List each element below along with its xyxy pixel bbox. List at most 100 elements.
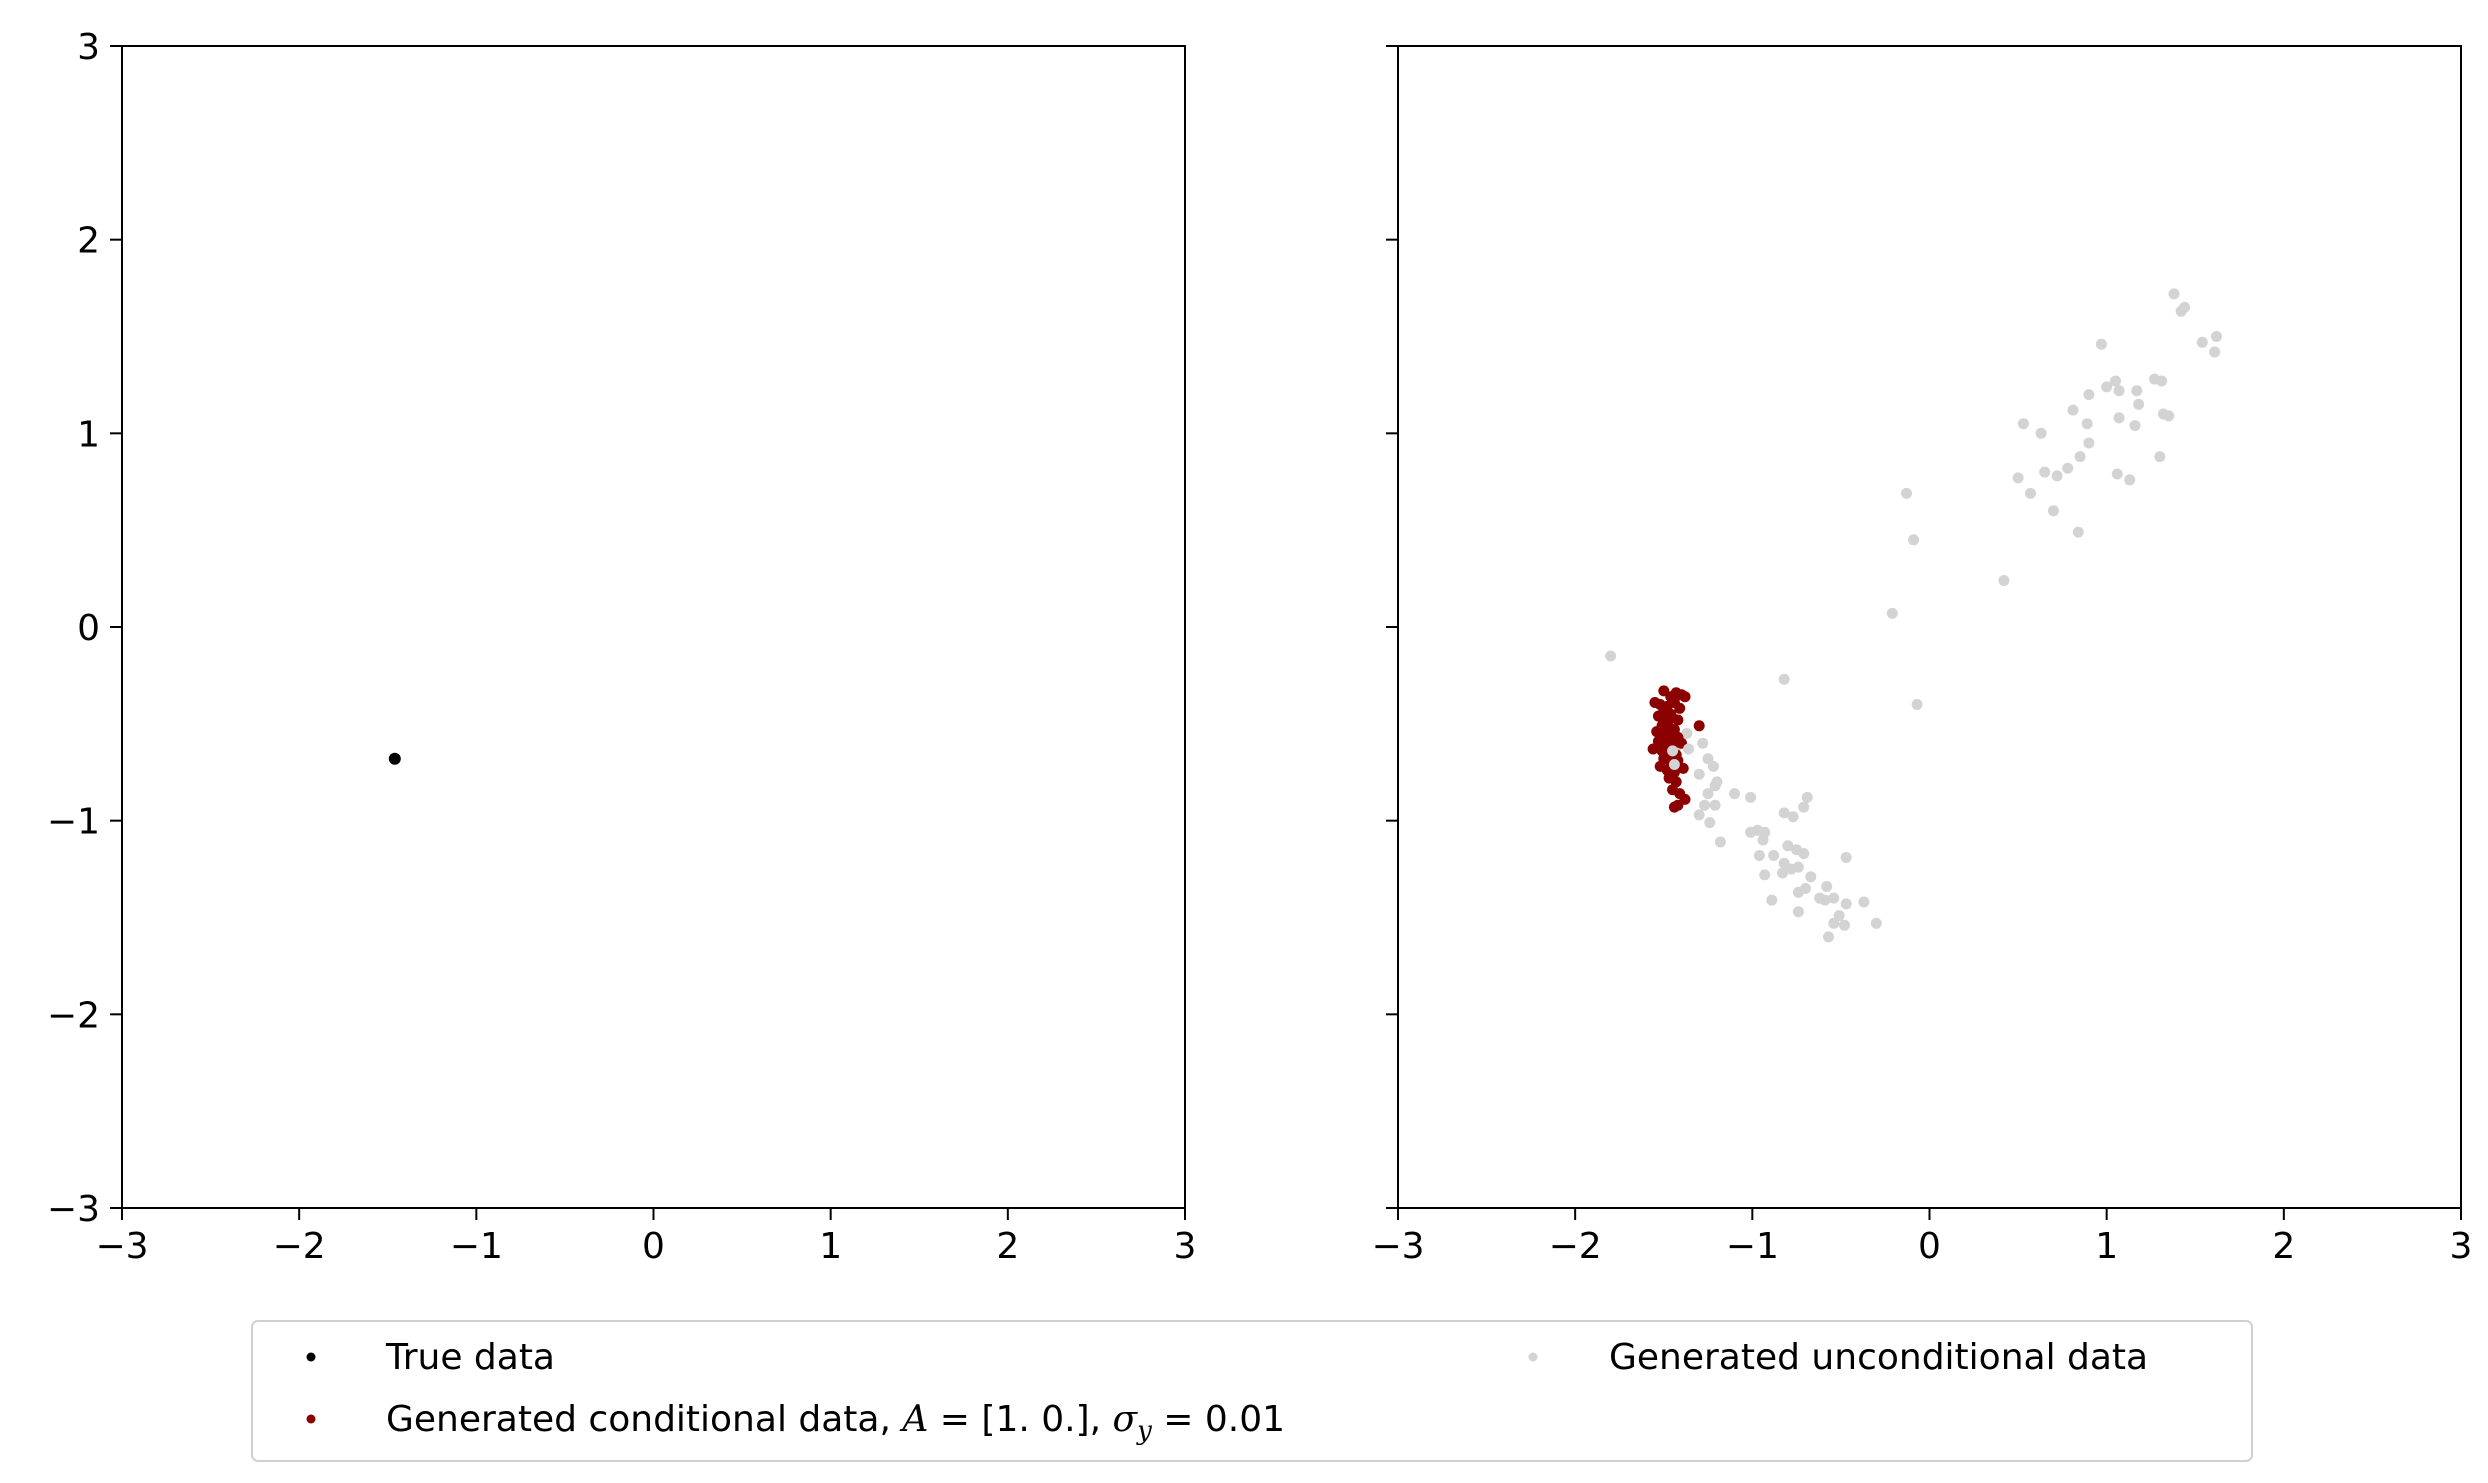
y-tick-label-left-0: −3 <box>47 1189 100 1230</box>
data-point-right-s0-34 <box>2072 526 2084 538</box>
data-point-right-s0-5 <box>2209 346 2221 358</box>
right-x-ticks: −3 −2 −1 0 1 2 3 <box>1371 1208 2472 1267</box>
data-point-right-s0-26 <box>2062 462 2074 474</box>
x-tick-label-left-6: 3 <box>1174 1226 1197 1267</box>
data-point-right-s0-91 <box>1870 917 1882 929</box>
x-tick-label-left-1: −2 <box>273 1226 326 1267</box>
data-point-right-s0-40 <box>1778 673 1790 685</box>
data-point-right-s0-77 <box>1759 869 1771 881</box>
left-data-points <box>388 752 401 765</box>
data-point-right-s0-65 <box>1757 834 1769 846</box>
x-tick-label-left-5: 2 <box>996 1226 1019 1267</box>
data-point-right-s0-74 <box>1777 867 1788 879</box>
data-point-right-s0-76 <box>1805 871 1817 883</box>
data-point-right-s0-27 <box>2039 466 2051 478</box>
legend-label-unconditional: Generated unconditional data <box>1609 1337 2148 1378</box>
y-tick-label-left-6: 3 <box>77 27 100 68</box>
data-point-right-s0-62 <box>1745 826 1757 838</box>
data-point-right-s0-18 <box>2113 412 2125 424</box>
left-y-ticks: −3 −2 −1 0 1 2 3 <box>47 27 122 1230</box>
data-point-right-s0-83 <box>1819 894 1831 906</box>
data-point-right-s0-13 <box>2083 389 2095 401</box>
y-tick-label-left-3: 0 <box>77 608 100 649</box>
x-tick-label-left-2: −1 <box>450 1226 503 1267</box>
data-point-right-s0-30 <box>2124 474 2136 486</box>
data-point-right-s0-46 <box>1707 760 1719 772</box>
y-tick-label-left-4: 1 <box>77 414 100 455</box>
data-point-right-s0-21 <box>2035 427 2047 439</box>
data-point-right-s0-80 <box>1792 886 1804 898</box>
data-point-right-s0-88 <box>1833 910 1845 922</box>
data-point-right-s0-20 <box>2017 418 2029 430</box>
data-point-right-s0-11 <box>2113 385 2125 397</box>
data-point-right-s0-89 <box>1828 917 1840 929</box>
data-point-right-s1-4 <box>1679 691 1691 703</box>
data-point-right-s0-86 <box>1766 894 1778 906</box>
x-tick-label-left-4: 1 <box>819 1226 842 1267</box>
data-point-right-s0-66 <box>1782 840 1794 852</box>
right-axes-frame <box>1397 45 2462 1209</box>
data-point-right-s0-75 <box>1792 861 1804 873</box>
data-point-right-s0-55 <box>1801 791 1813 803</box>
data-point-right-s0-28 <box>2012 472 2024 484</box>
right-data-points <box>1605 288 2222 943</box>
data-point-right-s2-2 <box>1668 759 1680 770</box>
data-point-right-s0-6 <box>2095 338 2107 350</box>
data-point-right-s0-12 <box>2131 385 2143 397</box>
data-point-right-s0-39 <box>1605 650 1617 662</box>
data-point-right-s1-28 <box>1647 743 1659 755</box>
data-point-right-s0-8 <box>2156 375 2168 387</box>
legend-marker-true <box>306 1352 316 1362</box>
data-point-right-s0-43 <box>1697 737 1709 749</box>
data-point-right-s0-92 <box>1823 931 1834 943</box>
legend-marker-unconditional <box>1528 1352 1538 1362</box>
x-tick-label-right-2: −1 <box>1726 1226 1779 1267</box>
data-point-right-s0-90 <box>1839 919 1850 931</box>
data-point-right-s0-4 <box>2211 331 2222 342</box>
data-point-right-s0-45 <box>1702 753 1714 765</box>
legend-cond-eq-sigma: = 0.01 <box>1152 1399 1285 1440</box>
x-tick-label-left-3: 0 <box>642 1226 665 1267</box>
data-point-right-s0-60 <box>1787 811 1799 823</box>
legend-label-true: True data <box>385 1337 555 1378</box>
y-tick-label-left-5: 2 <box>77 221 100 262</box>
data-point-right-s0-38 <box>1886 607 1898 619</box>
data-point-right-s0-19 <box>2129 420 2141 432</box>
x-tick-label-right-3: 0 <box>1918 1226 1941 1267</box>
data-point-right-s2-1 <box>1683 743 1695 755</box>
data-point-right-s1-38 <box>1677 762 1689 774</box>
data-point-right-s0-29 <box>2111 468 2123 480</box>
data-point-right-s1-15 <box>1672 714 1684 726</box>
x-tick-label-right-1: −2 <box>1549 1226 1602 1267</box>
left-scatter-panel: −3 −2 −1 0 1 2 3 −3 −2 −1 0 1 2 3 <box>47 27 1197 1267</box>
legend-box <box>251 1320 2253 1462</box>
left-x-ticks: −3 −2 −1 0 1 2 3 <box>95 1208 1196 1267</box>
data-point-right-s2-0 <box>1667 745 1679 757</box>
data-point-right-s0-23 <box>2083 437 2095 449</box>
left-axes-frame <box>121 45 1186 1209</box>
data-point-right-s0-32 <box>2025 487 2036 499</box>
right-scatter-panel: −3 −2 −1 0 1 2 3 <box>1371 45 2472 1267</box>
data-point-right-s0-56 <box>1798 801 1810 813</box>
data-point-right-s0-42 <box>1681 728 1693 739</box>
data-point-right-s0-51 <box>1729 788 1741 800</box>
x-tick-label-right-6: 3 <box>2450 1226 2473 1267</box>
data-point-right-s0-58 <box>1704 817 1716 829</box>
x-tick-label-right-4: 1 <box>2095 1226 2118 1267</box>
data-point-right-s0-25 <box>2074 451 2086 463</box>
data-point-right-s0-57 <box>1693 809 1705 821</box>
data-point-right-s0-87 <box>1792 906 1804 918</box>
data-point-right-s0-71 <box>1840 852 1852 863</box>
y-tick-label-left-2: −1 <box>47 802 100 843</box>
data-point-right-s0-3 <box>2196 336 2208 348</box>
legend-cond-prefix: Generated conditional data, <box>386 1399 902 1440</box>
right-y-ticks <box>1386 45 1398 1209</box>
data-point-right-s0-50 <box>1709 780 1721 792</box>
data-point-right-s1-45 <box>1672 799 1684 811</box>
data-point-right-s0-70 <box>1753 850 1765 861</box>
data-point-right-s0-0 <box>2168 288 2180 300</box>
data-point-right-s0-53 <box>1709 799 1721 811</box>
data-point-right-s1-19 <box>1693 720 1705 732</box>
legend-marker-conditional <box>306 1414 316 1424</box>
